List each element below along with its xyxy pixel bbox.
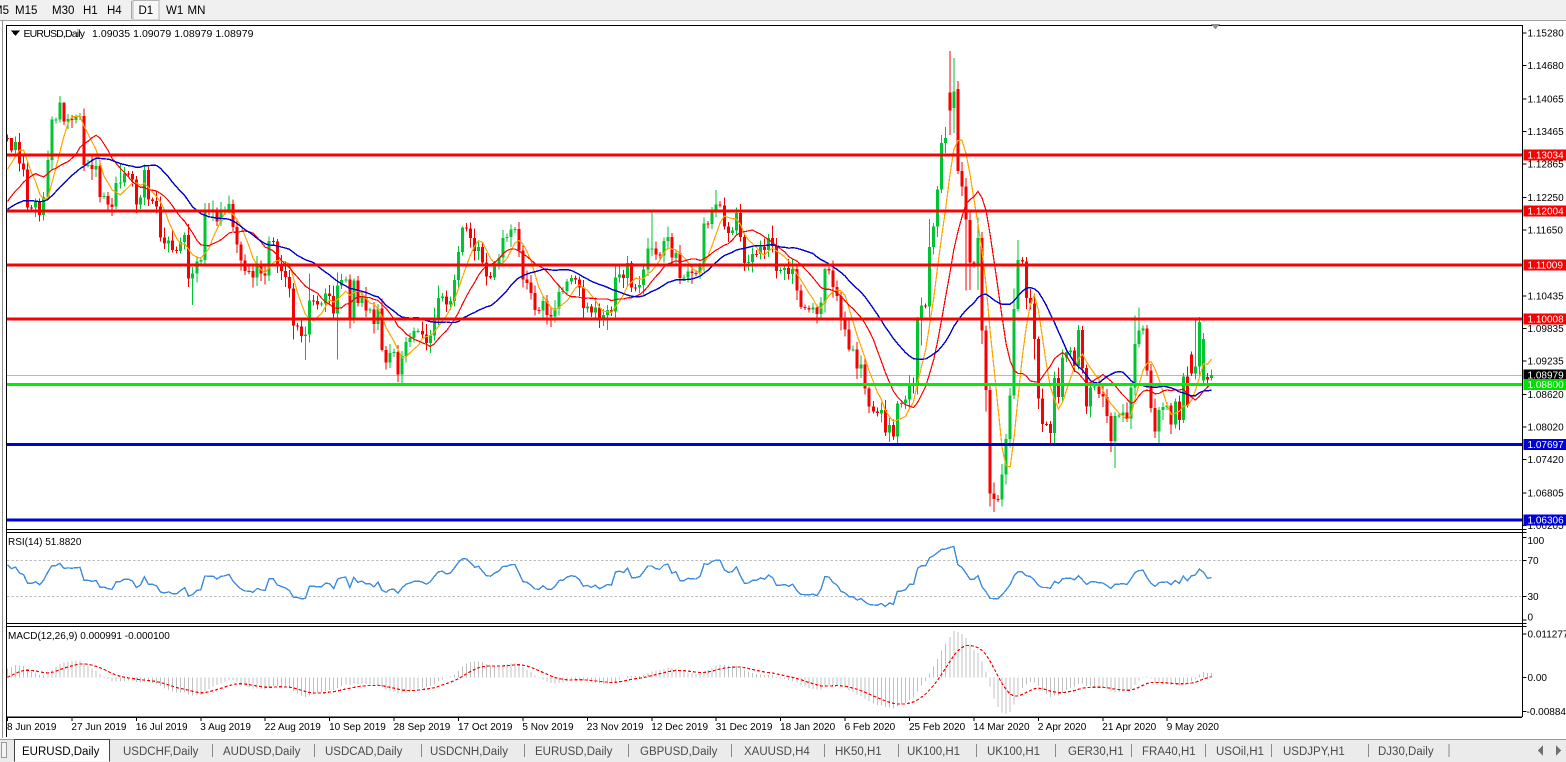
svg-text:5 Nov 2019: 5 Nov 2019 bbox=[522, 722, 574, 733]
svg-text:1.11009: 1.11009 bbox=[1528, 260, 1564, 271]
svg-text:1.12004: 1.12004 bbox=[1528, 206, 1565, 217]
svg-text:1.11650: 1.11650 bbox=[1528, 226, 1564, 237]
svg-text:HK50,H1: HK50,H1 bbox=[835, 746, 882, 758]
svg-text:31 Dec 2019: 31 Dec 2019 bbox=[716, 722, 773, 733]
svg-text:UK100,H1: UK100,H1 bbox=[987, 746, 1040, 758]
svg-text:EURUSD,Daily: EURUSD,Daily bbox=[535, 746, 613, 758]
svg-text:70: 70 bbox=[1528, 556, 1540, 567]
svg-text:14 Mar 2020: 14 Mar 2020 bbox=[973, 722, 1030, 733]
svg-text:1.15280: 1.15280 bbox=[1528, 29, 1565, 40]
svg-text:DJ30,Daily: DJ30,Daily bbox=[1378, 746, 1434, 758]
svg-text:M15: M15 bbox=[15, 5, 37, 17]
svg-text:H1: H1 bbox=[83, 5, 98, 17]
svg-text:D1: D1 bbox=[139, 5, 154, 17]
svg-text:1.06805: 1.06805 bbox=[1528, 489, 1565, 500]
svg-text:0.00: 0.00 bbox=[1528, 673, 1548, 684]
svg-text:USDCNH,Daily: USDCNH,Daily bbox=[430, 746, 508, 758]
svg-text:23 Nov 2019: 23 Nov 2019 bbox=[587, 722, 644, 733]
svg-text:0.011277: 0.011277 bbox=[1528, 630, 1566, 641]
svg-text:1.10008: 1.10008 bbox=[1528, 315, 1565, 326]
svg-text:1.06306: 1.06306 bbox=[1528, 516, 1565, 527]
svg-text:25 Feb 2020: 25 Feb 2020 bbox=[909, 722, 966, 733]
svg-text:3 Aug 2019: 3 Aug 2019 bbox=[200, 722, 251, 733]
svg-text:1.08800: 1.08800 bbox=[1528, 380, 1565, 391]
svg-text:1.07697: 1.07697 bbox=[1528, 440, 1565, 451]
svg-text:USDCHF,Daily: USDCHF,Daily bbox=[123, 746, 199, 758]
svg-text:MN: MN bbox=[188, 5, 206, 17]
svg-text:100: 100 bbox=[1528, 536, 1545, 547]
svg-text:M5: M5 bbox=[0, 5, 9, 17]
svg-text:17 Oct 2019: 17 Oct 2019 bbox=[458, 722, 513, 733]
svg-text:28 Sep 2019: 28 Sep 2019 bbox=[394, 722, 451, 733]
svg-text:22 Aug 2019: 22 Aug 2019 bbox=[265, 722, 322, 733]
svg-text:1.08979: 1.08979 bbox=[1528, 371, 1565, 382]
svg-text:30: 30 bbox=[1528, 592, 1540, 603]
svg-text:1.09235: 1.09235 bbox=[1528, 357, 1565, 368]
svg-text:12 Dec 2019: 12 Dec 2019 bbox=[651, 722, 708, 733]
svg-text:M30: M30 bbox=[52, 5, 74, 17]
svg-text:1.09035 1.09079 1.08979 1.0897: 1.09035 1.09079 1.08979 1.08979 bbox=[92, 28, 254, 40]
svg-text:8 Jun 2019: 8 Jun 2019 bbox=[7, 722, 57, 733]
svg-text:2 Apr 2020: 2 Apr 2020 bbox=[1038, 722, 1087, 733]
svg-text:21 Apr 2020: 21 Apr 2020 bbox=[1102, 722, 1156, 733]
svg-text:FRA40,H1: FRA40,H1 bbox=[1142, 746, 1196, 758]
svg-text:1.10435: 1.10435 bbox=[1528, 292, 1565, 303]
svg-text:16 Jul 2019: 16 Jul 2019 bbox=[136, 722, 188, 733]
svg-text:1.13465: 1.13465 bbox=[1528, 127, 1565, 138]
svg-text:XAUUSD,H4: XAUUSD,H4 bbox=[744, 746, 810, 758]
svg-text:1.09835: 1.09835 bbox=[1528, 324, 1565, 335]
svg-text:EURUSD,Daily: EURUSD,Daily bbox=[22, 746, 100, 758]
svg-text:USDCAD,Daily: USDCAD,Daily bbox=[325, 746, 403, 758]
svg-text:1.14680: 1.14680 bbox=[1528, 61, 1565, 72]
svg-text:1.13034: 1.13034 bbox=[1528, 150, 1565, 161]
svg-text:1.12250: 1.12250 bbox=[1528, 193, 1565, 204]
svg-text:10 Sep 2019: 10 Sep 2019 bbox=[329, 722, 386, 733]
svg-text:H4: H4 bbox=[107, 5, 122, 17]
svg-text:1.12865: 1.12865 bbox=[1528, 160, 1565, 171]
svg-text:MACD(12,26,9) 0.000991 -0.0001: MACD(12,26,9) 0.000991 -0.000100 bbox=[8, 631, 170, 642]
svg-text:-0.008845: -0.008845 bbox=[1527, 707, 1566, 718]
svg-text:0: 0 bbox=[1528, 612, 1534, 623]
svg-text:1.08020: 1.08020 bbox=[1528, 423, 1565, 434]
svg-text:1.07420: 1.07420 bbox=[1528, 455, 1565, 466]
svg-text:GBPUSD,Daily: GBPUSD,Daily bbox=[640, 746, 718, 758]
svg-text:W1: W1 bbox=[166, 5, 183, 17]
svg-text:1.14065: 1.14065 bbox=[1528, 95, 1565, 106]
svg-text:27 Jun 2019: 27 Jun 2019 bbox=[71, 722, 126, 733]
svg-text:AUDUSD,Daily: AUDUSD,Daily bbox=[223, 746, 301, 758]
svg-text:RSI(14) 51.8820: RSI(14) 51.8820 bbox=[8, 537, 82, 548]
svg-text:18 Jan 2020: 18 Jan 2020 bbox=[780, 722, 835, 733]
svg-text:9 May 2020: 9 May 2020 bbox=[1167, 722, 1220, 733]
svg-text:USOil,H1: USOil,H1 bbox=[1216, 746, 1264, 758]
svg-text:1.06205: 1.06205 bbox=[1528, 521, 1565, 532]
svg-text:6 Feb 2020: 6 Feb 2020 bbox=[845, 722, 896, 733]
svg-text:GER30,H1: GER30,H1 bbox=[1068, 746, 1124, 758]
svg-text:USDJPY,H1: USDJPY,H1 bbox=[1283, 746, 1345, 758]
svg-text:UK100,H1: UK100,H1 bbox=[907, 746, 960, 758]
svg-text:1.08620: 1.08620 bbox=[1528, 390, 1565, 401]
svg-text:EURUSD,Daily: EURUSD,Daily bbox=[24, 28, 86, 40]
